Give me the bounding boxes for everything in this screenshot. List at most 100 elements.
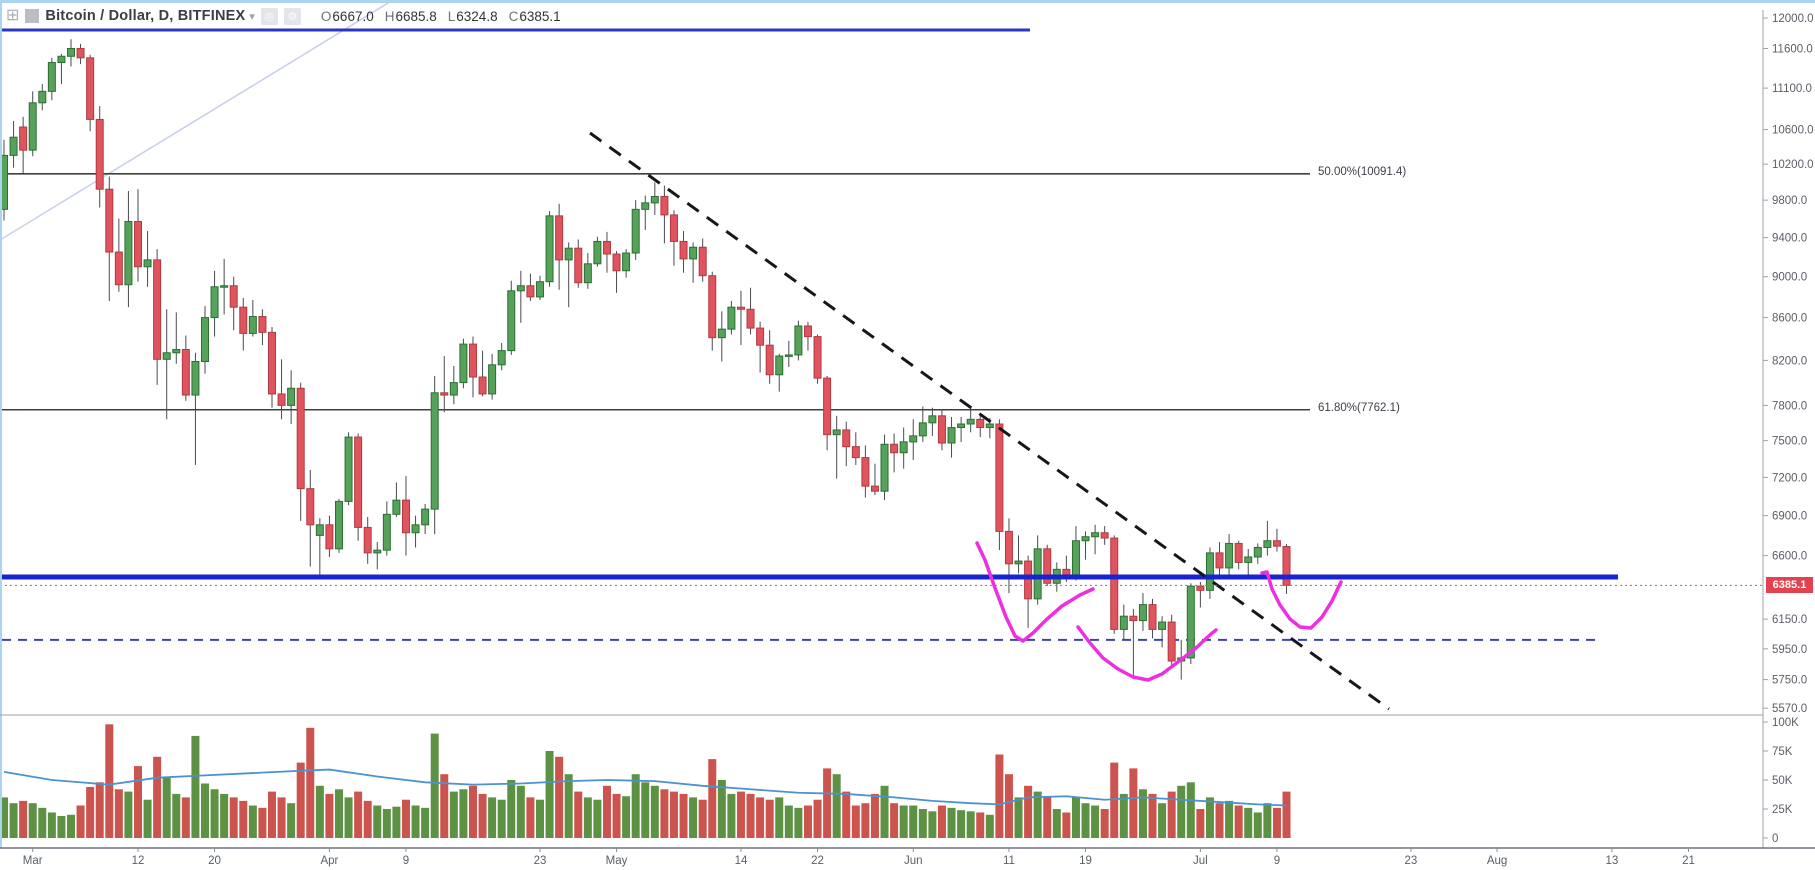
candle-body [1081,536,1090,542]
volume-bar [66,814,75,838]
price-tick-label: 11600.0 [1772,43,1813,55]
candle-body [1004,530,1013,565]
candle-body [1263,540,1272,548]
candle-body [181,349,190,396]
volume-bar [947,807,956,838]
volume-bar [526,797,535,838]
volume-bar [200,783,209,838]
volume-bar [516,785,525,838]
time-tick-label: 9 [1274,855,1280,867]
candle-body [679,240,688,260]
candle-body [143,259,152,268]
symbol-dropdown-caret-icon[interactable]: ▾ [249,10,255,23]
candle-body [1043,548,1052,584]
price-tick-label: 9400.0 [1772,233,1807,245]
candle-body [440,392,449,396]
candle-body [1148,604,1157,630]
volume-bar [995,754,1004,838]
volume-bar [1081,803,1090,838]
volume-bar [19,800,28,838]
volume-bar [574,791,583,838]
volume-tick-label: 100K [1772,717,1799,729]
candle-body [57,55,66,64]
volume-bar [583,797,592,838]
volume-bar [1062,812,1071,838]
settings-gear-icon[interactable]: ⚙ [283,7,301,25]
volume-bar [430,733,439,838]
time-tick-label: 12 [132,855,145,867]
volume-bar [650,785,659,838]
volume-bar [1033,791,1042,838]
volume-bar [334,789,343,838]
volume-bar [76,805,85,838]
volume-bar [421,807,430,838]
candle-body [210,286,219,319]
candle-body [382,513,391,551]
candle-body [124,220,133,286]
candle-body [1158,621,1167,630]
fib-level-label-50: 50.00%(10091.4) [1318,165,1407,178]
candle-body [1138,604,1147,622]
candle-body [1024,560,1033,600]
candle-body [890,443,899,454]
candle-body [344,436,353,502]
top-border [0,0,1815,3]
candle-body [105,188,114,253]
candle-body [928,415,937,424]
volume-bar [909,805,918,838]
volume-bar [823,768,832,838]
volume-bar [1148,793,1157,838]
candle-body [239,306,248,334]
volume-bar [641,782,650,838]
candle-body [306,488,315,526]
price-tick-label: 7800.0 [1772,400,1807,412]
freehand-curve-0[interactable] [975,541,1095,643]
price-tick-label: 7500.0 [1772,436,1807,448]
candle-body [421,508,430,526]
candle-body [736,306,745,310]
price-tick-label: 10600.0 [1772,125,1814,137]
candle-body [430,392,439,510]
volume-bar [555,756,564,838]
volume-bar [267,791,276,838]
volume-bar [746,793,755,838]
candle-body [1091,532,1100,538]
volume-bar [813,799,822,838]
candle-body [966,418,975,425]
volume-bar [870,793,879,838]
volume-bar [1004,774,1013,838]
volume-bar [210,789,219,838]
quick-search-icon[interactable]: ◎ [260,7,278,25]
candle-body [1215,552,1224,569]
last-price-badge: 6385.1 [1766,577,1813,594]
candle-body [717,328,726,339]
volume-bar [1225,800,1234,838]
freehand-curve-2[interactable] [1260,570,1343,630]
add-compare-icon[interactable]: ⊞ [6,7,20,24]
volume-bar [564,774,573,838]
dashed-trendline[interactable] [589,131,1390,711]
candle-body [564,247,573,261]
volume-bar [1272,807,1281,838]
candle-body [1119,615,1128,630]
volume-bar [47,812,56,838]
symbol-title[interactable]: Bitcoin / Dollar, D, BITFINEX [45,8,246,24]
candle-body [1225,542,1234,569]
candle-body [9,136,18,156]
candle-body [727,306,736,330]
freehand-curve-1[interactable] [1076,625,1218,682]
time-tick-label: Jun [904,855,923,867]
time-tick-label: 19 [1079,855,1092,867]
candle-body [220,285,229,288]
volume-bar [344,797,353,838]
volume-bar [220,793,229,838]
volume-bar [1138,789,1147,838]
volume-bar [1024,785,1033,838]
candle-body [756,327,765,346]
left-border [0,0,2,848]
volume-bar [679,793,688,838]
volume-bar [1119,793,1128,838]
price-tick-label: 8200.0 [1772,355,1807,367]
